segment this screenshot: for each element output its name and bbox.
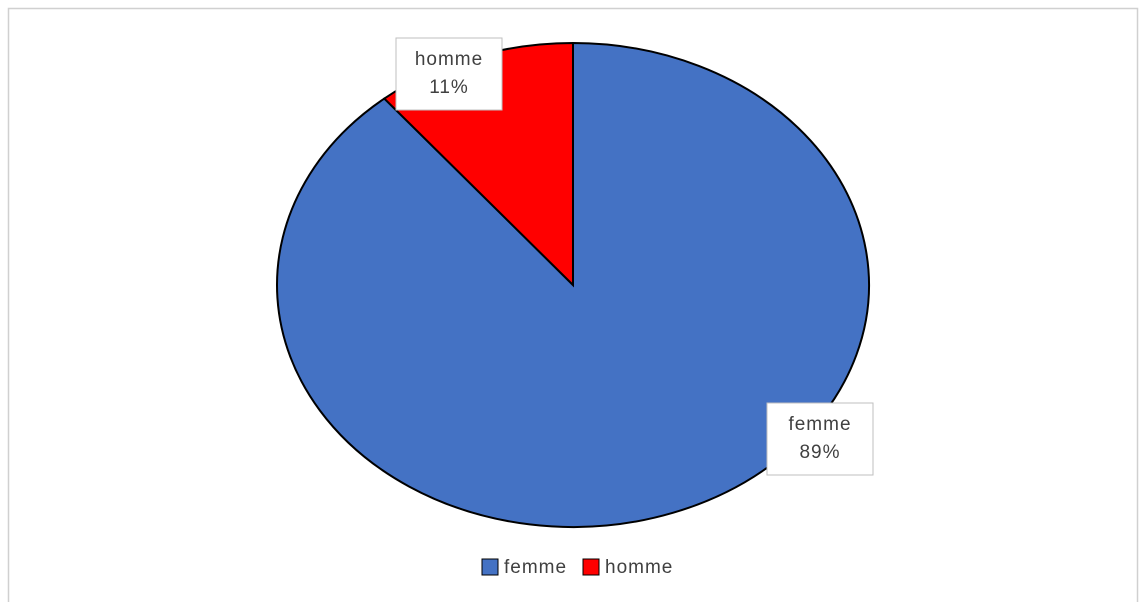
legend-swatch bbox=[481, 558, 499, 576]
data-label-box bbox=[395, 37, 503, 111]
data-label-category: homme bbox=[415, 49, 483, 70]
data-label-value: 89% bbox=[799, 442, 840, 463]
data-label-box bbox=[766, 402, 874, 476]
legend-swatch bbox=[582, 558, 600, 576]
data-label-category: femme bbox=[788, 414, 851, 435]
legend-label: femme bbox=[504, 557, 567, 578]
data-label-value: 11% bbox=[429, 77, 469, 98]
legend-label: homme bbox=[605, 557, 673, 578]
